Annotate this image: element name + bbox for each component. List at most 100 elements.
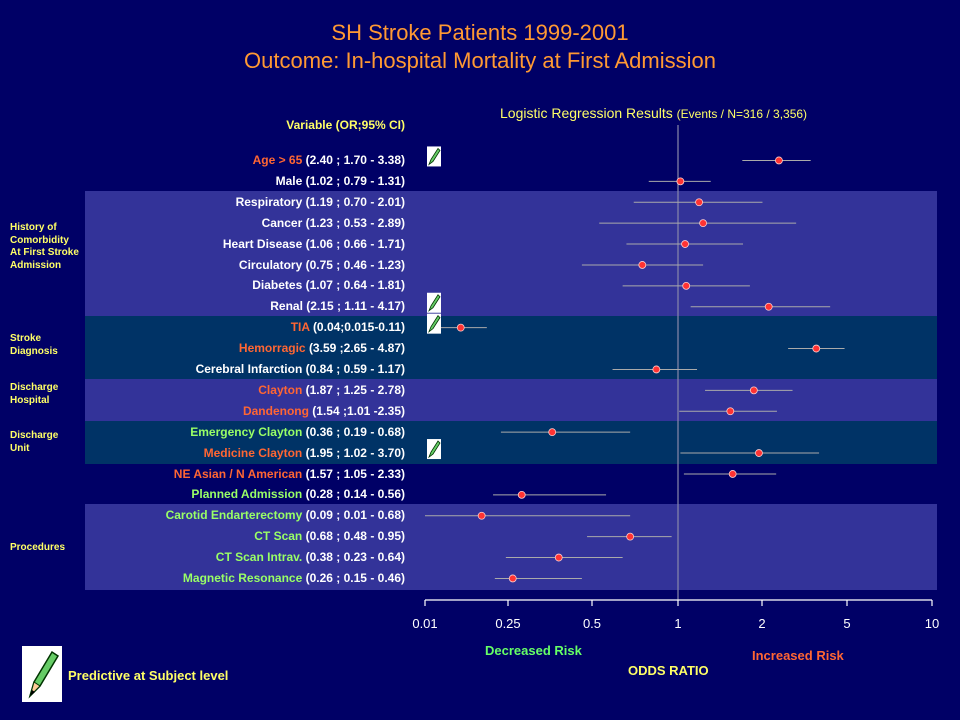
odds-ratio-point [775, 156, 783, 165]
x-tick-label: 0.01 [412, 616, 437, 631]
band-hospital [85, 378, 937, 423]
table-row: Age > 65 (2.40 ; 1.70 - 3.38) [85, 150, 405, 170]
pencil-marker-icon [427, 313, 441, 334]
odds-ratio-point [728, 470, 737, 478]
variable-ci: (1.07 ; 0.64 - 1.81) [305, 278, 405, 293]
variable-header: Variable (OR;95% CI) [286, 118, 405, 132]
variable-name: Circulatory [238, 257, 306, 272]
odds-ratio-point [699, 219, 707, 228]
variable-name: CT Scan Intrav. [215, 550, 306, 565]
variable-ci: (1.19 ; 0.70 - 2.01) [305, 194, 405, 209]
pencil-marker-icon [427, 439, 441, 460]
table-row: NE Asian / N American (1.57 ; 1.05 - 2.3… [85, 464, 405, 484]
pencil-marker-shape [428, 315, 441, 333]
decreased-risk-label: Decreased Risk [485, 643, 582, 658]
regression-subtitle: (Events / N=316 / 3,356) [676, 107, 808, 121]
variable-ci: (1.95 ; 1.02 - 3.70) [305, 445, 405, 460]
variable-name: CT Scan [254, 529, 306, 544]
pencil-icon [22, 646, 62, 702]
odds-ratio-point [755, 449, 763, 457]
variable-ci: (1.02 ; 0.79 - 1.31) [305, 173, 405, 188]
band-unit [85, 420, 937, 465]
odds-ratio-point [676, 177, 685, 186]
variable-name: Male [275, 173, 306, 188]
table-row: Circulatory (0.75 ; 0.46 - 1.23) [85, 255, 405, 275]
group-comorbidity: History of Comorbidity At First Stroke A… [10, 222, 79, 271]
odds-ratio-point [681, 240, 689, 248]
odds-ratio-point [477, 511, 486, 520]
odds-ratio-point [726, 407, 735, 416]
table-row: Cerebral Infarction (0.84 ; 0.59 - 1.17) [85, 359, 405, 379]
variable-ci: (2.40 ; 1.70 - 3.38) [305, 153, 405, 167]
odds-ratio-point [638, 261, 647, 269]
x-tick-label: 10 [925, 616, 939, 631]
odds-ratio-point [554, 553, 563, 562]
variable-name: Cerebral Infarction [195, 362, 306, 376]
variable-ci: (1.54 ;1.01 -2.35) [312, 403, 405, 418]
regression-title: Logistic Regression Results (Events / N=… [500, 105, 807, 121]
odds-ratio-point [456, 323, 465, 332]
x-tick-label: 5 [843, 616, 850, 631]
variable-name: Dandenong [242, 403, 313, 418]
variable-name: Planned Admission [191, 487, 306, 502]
odds-ratio-point [652, 365, 661, 374]
pencil-marker-shape [428, 147, 441, 166]
odds-ratio-point [517, 490, 526, 499]
variable-name: Heart Disease [222, 236, 306, 251]
odds-ratio-point [548, 428, 557, 437]
variable-name: Medicine Clayton [203, 445, 306, 460]
variable-name: Renal [270, 299, 307, 314]
variable-ci: (1.57 ; 1.05 - 2.33) [305, 466, 405, 481]
variable-name: Cancer [261, 215, 306, 230]
variable-ci: (2.15 ; 1.11 - 4.17) [306, 299, 405, 314]
table-row: Medicine Clayton (1.95 ; 1.02 - 3.70) [85, 443, 405, 463]
odds-ratio-point [764, 302, 773, 311]
variable-name: NE Asian / N American [173, 466, 306, 481]
table-row: Planned Admission (0.28 ; 0.14 - 0.56) [85, 484, 405, 504]
table-row: Renal (2.15 ; 1.11 - 4.17) [85, 296, 405, 316]
odds-ratio-point [812, 344, 821, 353]
variable-ci: (1.87 ; 1.25 - 2.78) [305, 382, 405, 397]
odds-ratio-point [695, 198, 703, 207]
table-row: Clayton (1.87 ; 1.25 - 2.78) [85, 380, 405, 400]
variable-ci: (0.38 ; 0.23 - 0.64) [305, 550, 405, 565]
x-tick-label: 0.5 [583, 616, 601, 631]
variable-name: Hemorragic [238, 341, 309, 356]
table-row: TIA (0.04;0.015-0.11) [85, 317, 405, 337]
odds-ratio-point [749, 386, 758, 395]
group-unit: Discharge Unit [10, 430, 59, 454]
variable-name: Magnetic Resonance [182, 571, 306, 585]
table-row: Emergency Clayton (0.36 ; 0.19 - 0.68) [85, 422, 405, 442]
table-row: Respiratory (1.19 ; 0.70 - 2.01) [85, 192, 405, 212]
variable-ci: (0.36 ; 0.19 - 0.68) [305, 424, 405, 439]
odds-ratio-point [682, 281, 691, 290]
table-row: Male (1.02 ; 0.79 - 1.31) [85, 171, 405, 191]
title-line-2: Outcome: In-hospital Mortality at First … [244, 48, 716, 73]
table-row: Cancer (1.23 ; 0.53 - 2.89) [85, 213, 405, 233]
variable-ci: (0.84 ; 0.59 - 1.17) [305, 362, 405, 376]
variable-ci: (0.75 ; 0.46 - 1.23) [305, 257, 405, 272]
variable-name: Age > 65 [252, 153, 306, 167]
variable-ci: (0.04;0.015-0.11) [312, 320, 405, 335]
increased-risk-label: Increased Risk [752, 648, 844, 663]
table-row: CT Scan (0.68 ; 0.48 - 0.95) [85, 526, 405, 546]
pencil-marker-shape [428, 440, 441, 459]
variable-name: Carotid Endarterectomy [165, 508, 306, 523]
variable-ci: (1.23 ; 0.53 - 2.89) [305, 215, 405, 230]
group-diagnosis: Stroke Diagnosis [10, 333, 58, 357]
band-comorbidity [85, 190, 937, 319]
legend-text: Predictive at Subject level [68, 668, 229, 683]
variable-name: Respiratory [235, 194, 306, 209]
pencil-marker-icon [427, 146, 441, 167]
pencil-marker-shape [428, 294, 441, 312]
x-tick-label: 2 [758, 616, 765, 631]
regression-title-text: Logistic Regression Results [500, 105, 673, 121]
odds-ratio-point [626, 532, 635, 541]
odds-ratio-point [508, 574, 517, 583]
group-hospital: Discharge Hospital [10, 382, 59, 406]
variable-ci: (0.28 ; 0.14 - 0.56) [305, 487, 405, 502]
x-tick-label: 1 [674, 616, 681, 631]
x-axis-label: ODDS RATIO [628, 663, 709, 678]
variable-ci: (0.26 ; 0.15 - 0.46) [305, 571, 405, 585]
